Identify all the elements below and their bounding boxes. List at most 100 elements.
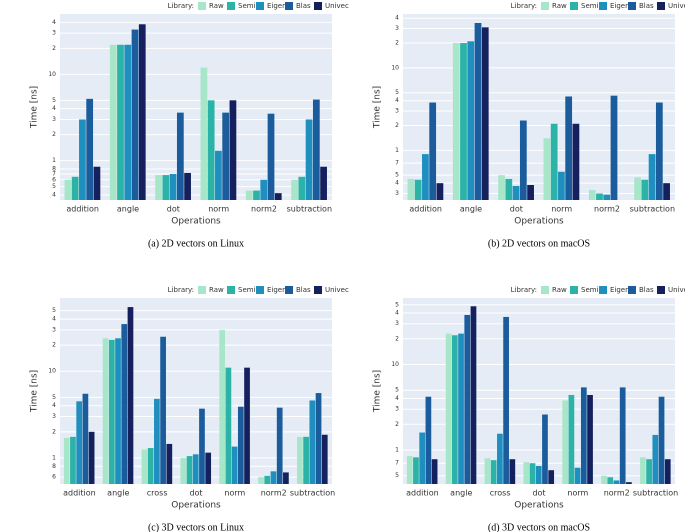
y-tick-label: 3 — [52, 30, 56, 37]
legend-label: Blas — [639, 2, 654, 10]
bar — [298, 176, 306, 200]
bar — [109, 44, 117, 200]
bar — [121, 324, 128, 484]
bar — [303, 436, 309, 484]
y-axis-label: Time [ns] — [30, 86, 40, 129]
y-tick-label: 5 — [395, 172, 399, 179]
y-tick-label: 4 — [52, 105, 56, 112]
legend-swatch — [314, 286, 322, 294]
bar — [176, 112, 184, 200]
x-tick-label: norm — [208, 205, 229, 214]
legend-label: Univec — [325, 2, 349, 10]
plot-area — [403, 14, 675, 200]
legend-label: Blas — [296, 2, 311, 10]
legend-label: Semi — [581, 286, 599, 294]
legend-swatch — [599, 286, 607, 294]
bar — [580, 387, 587, 484]
bar — [406, 456, 413, 484]
bar — [138, 24, 146, 201]
bar — [245, 190, 253, 200]
legend-title: Library: — [511, 2, 537, 10]
x-tick-label: norm2 — [594, 205, 620, 214]
legend-swatch — [628, 286, 636, 294]
bar — [141, 449, 148, 484]
bar — [652, 434, 659, 484]
x-tick-label: norm2 — [604, 489, 630, 498]
y-tick-label: 2 — [52, 131, 56, 138]
plot-area — [60, 14, 332, 200]
legend-label: Raw — [209, 286, 224, 294]
y-tick-label: 2 — [52, 45, 56, 52]
y-tick-label: 4 — [52, 191, 56, 198]
bar — [297, 436, 303, 484]
bar — [192, 454, 199, 484]
legend-label: Univec — [325, 286, 349, 294]
bar — [548, 470, 555, 484]
legend-label: Raw — [209, 2, 224, 10]
legend-title: Library: — [168, 286, 194, 294]
y-tick-label: 2 — [395, 40, 399, 47]
bar — [253, 190, 260, 200]
x-tick-label: angle — [450, 489, 472, 498]
bar — [634, 177, 641, 200]
y-tick-label: 4 — [52, 316, 56, 323]
bar — [155, 175, 162, 200]
y-tick-label: 2 — [52, 342, 56, 349]
x-tick-label: cross — [490, 489, 511, 498]
bar — [425, 396, 432, 484]
bar — [587, 394, 593, 484]
bar — [225, 367, 232, 484]
bar — [320, 166, 327, 200]
bar — [127, 307, 134, 484]
bar — [550, 123, 558, 200]
x-tick-label: subtraction — [290, 489, 335, 498]
x-tick-label: norm2 — [251, 205, 277, 214]
bar — [86, 98, 94, 200]
bar — [562, 400, 569, 484]
bar — [200, 67, 208, 200]
bar — [258, 477, 264, 484]
bar — [596, 193, 603, 200]
y-tick-label: 3 — [395, 320, 399, 327]
bar — [603, 194, 611, 200]
legend-swatch — [541, 2, 549, 10]
y-tick-label: 4 — [52, 19, 56, 26]
bar — [484, 458, 491, 484]
x-tick-label: subtraction — [287, 205, 332, 214]
caption: (b) 2D vectors on macOS — [488, 238, 590, 249]
bar — [452, 43, 460, 201]
bar — [574, 467, 581, 484]
bar — [422, 154, 429, 200]
legend-swatch — [314, 2, 322, 10]
bar — [601, 475, 607, 484]
bar — [70, 436, 76, 484]
bar — [76, 401, 83, 484]
bar — [451, 335, 458, 484]
x-tick-label: dot — [189, 489, 202, 498]
y-axis-label: Time [ns] — [30, 370, 40, 413]
bar — [147, 448, 154, 484]
x-tick-label: norm — [567, 489, 588, 498]
bar — [646, 459, 652, 484]
bar — [588, 190, 596, 200]
bar — [244, 367, 250, 484]
legend-label: Raw — [552, 286, 567, 294]
caption: (d) 3D vectors on macOS — [488, 522, 590, 532]
bar — [626, 482, 632, 484]
bar — [237, 406, 244, 484]
y-tick-label: 2 — [395, 122, 399, 129]
bar — [205, 452, 212, 484]
bar — [474, 23, 482, 201]
x-tick-label: dot — [510, 205, 523, 214]
bar — [207, 100, 215, 200]
legend-swatch — [198, 2, 206, 10]
caption: (c) 3D vectors on Linux — [148, 522, 244, 532]
bar — [186, 456, 193, 484]
y-axis-label: Time [ns] — [373, 86, 383, 129]
legend-title: Library: — [511, 286, 537, 294]
bar — [523, 462, 530, 484]
